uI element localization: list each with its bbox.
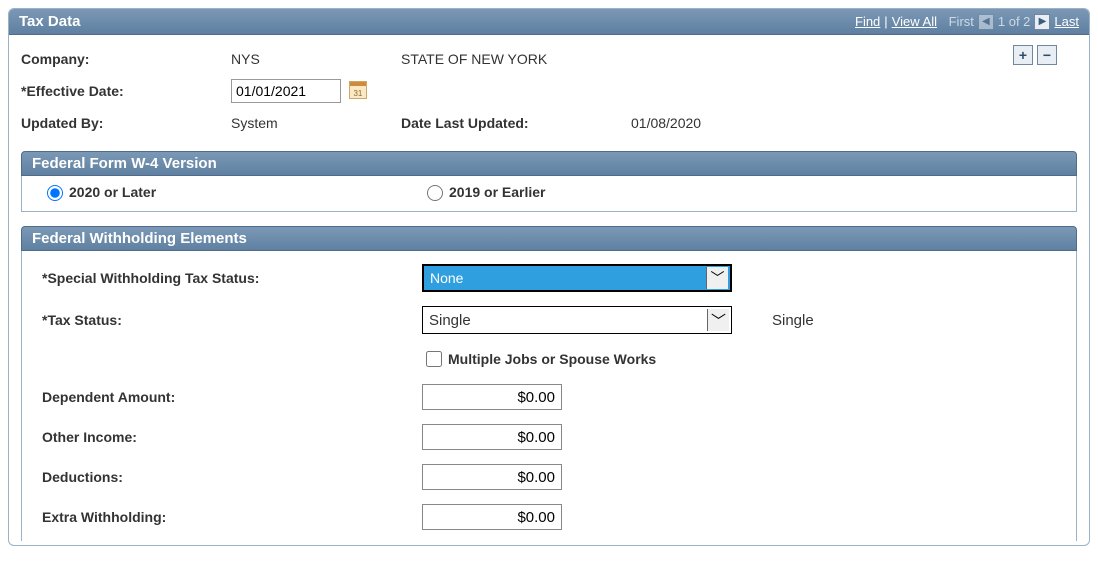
dependent-amount-row: Dependent Amount: [42, 377, 1056, 417]
record-counter: 1 of 2 [998, 14, 1031, 29]
first-link: First [949, 14, 974, 29]
chevron-down-icon: ﹀ [707, 309, 729, 331]
company-name: STATE OF NEW YORK [401, 51, 1077, 67]
tax-status-label: *Tax Status: [42, 312, 422, 328]
fw-section-header: Federal Withholding Elements [21, 226, 1077, 251]
w4-radio-2020-label: 2020 or Later [69, 184, 156, 200]
extra-withholding-row: Extra Withholding: [42, 497, 1056, 537]
deductions-row: Deductions: [42, 457, 1056, 497]
multiple-jobs-label: Multiple Jobs or Spouse Works [448, 351, 656, 367]
company-label: Company: [21, 51, 231, 67]
other-income-row: Other Income: [42, 417, 1056, 457]
dependent-amount-input[interactable] [422, 384, 562, 410]
panel-header: Tax Data Find | View All First ◀ 1 of 2 … [9, 9, 1089, 35]
multiple-jobs-checkbox[interactable] [426, 351, 442, 367]
w4-option-2020[interactable]: 2020 or Later [42, 182, 422, 201]
updated-by-value: System [231, 115, 401, 131]
panel-nav: Find | View All First ◀ 1 of 2 ▶ Last [855, 14, 1079, 30]
tax-status-aux: Single [772, 312, 814, 329]
fw-section-body: *Special Withholding Tax Status: None ﹀ … [21, 251, 1077, 541]
special-status-value: None [430, 270, 463, 286]
w4-radio-row: 2020 or Later 2019 or Earlier [42, 182, 1056, 201]
effective-date-cell: 31 [231, 79, 401, 103]
add-row-button[interactable]: + [1013, 45, 1033, 65]
company-row-wrap: Company: NYS STATE OF NEW YORK + − [21, 45, 1077, 73]
w4-radio-2019-label: 2019 or Earlier [449, 184, 546, 200]
multiple-jobs-row: Multiple Jobs or Spouse Works [422, 341, 1056, 377]
w4-option-2019[interactable]: 2019 or Earlier [422, 182, 802, 201]
tax-status-value: Single [429, 312, 471, 329]
tax-status-select[interactable]: Single ﹀ [422, 306, 732, 334]
date-last-updated-value: 01/08/2020 [631, 115, 701, 131]
w4-radio-2020[interactable] [47, 185, 63, 201]
date-last-updated-label: Date Last Updated: [401, 115, 631, 131]
updated-by-row: Updated By: System Date Last Updated: 01… [21, 109, 1077, 137]
w4-section-header: Federal Form W-4 Version [21, 151, 1077, 176]
find-link[interactable]: Find [855, 14, 880, 29]
other-income-input[interactable] [422, 424, 562, 450]
effective-date-input[interactable] [231, 79, 341, 103]
effective-date-row: *Effective Date: 31 [21, 73, 1077, 109]
tax-data-panel: Tax Data Find | View All First ◀ 1 of 2 … [8, 8, 1090, 546]
special-status-row: *Special Withholding Tax Status: None ﹀ [42, 257, 1056, 299]
company-code: NYS [231, 51, 401, 67]
calendar-icon[interactable]: 31 [349, 81, 367, 99]
effective-date-label: *Effective Date: [21, 83, 231, 99]
tax-status-row: *Tax Status: Single ﹀ Single [42, 299, 1056, 341]
remove-row-button[interactable]: − [1037, 45, 1057, 65]
updated-by-label: Updated By: [21, 115, 231, 131]
deductions-label: Deductions: [42, 469, 422, 485]
special-status-select[interactable]: None ﹀ [422, 264, 732, 292]
extra-withholding-input[interactable] [422, 504, 562, 530]
chevron-down-icon: ﹀ [706, 267, 728, 289]
company-row: Company: NYS STATE OF NEW YORK [21, 45, 1077, 73]
last-link[interactable]: Last [1054, 14, 1079, 29]
next-arrow-icon[interactable]: ▶ [1034, 14, 1050, 30]
prev-arrow-icon: ◀ [978, 14, 994, 30]
other-income-label: Other Income: [42, 429, 422, 445]
w4-section-body: 2020 or Later 2019 or Earlier [21, 176, 1077, 212]
panel-body: Company: NYS STATE OF NEW YORK + − *Effe… [9, 35, 1089, 545]
extra-withholding-label: Extra Withholding: [42, 509, 422, 525]
panel-title: Tax Data [19, 13, 80, 30]
nav-separator: | [884, 14, 887, 29]
deductions-input[interactable] [422, 464, 562, 490]
special-status-label: *Special Withholding Tax Status: [42, 270, 422, 286]
view-all-link[interactable]: View All [892, 14, 937, 29]
dependent-amount-label: Dependent Amount: [42, 389, 422, 405]
row-action-buttons: + − [1013, 45, 1057, 65]
w4-radio-2019[interactable] [427, 185, 443, 201]
